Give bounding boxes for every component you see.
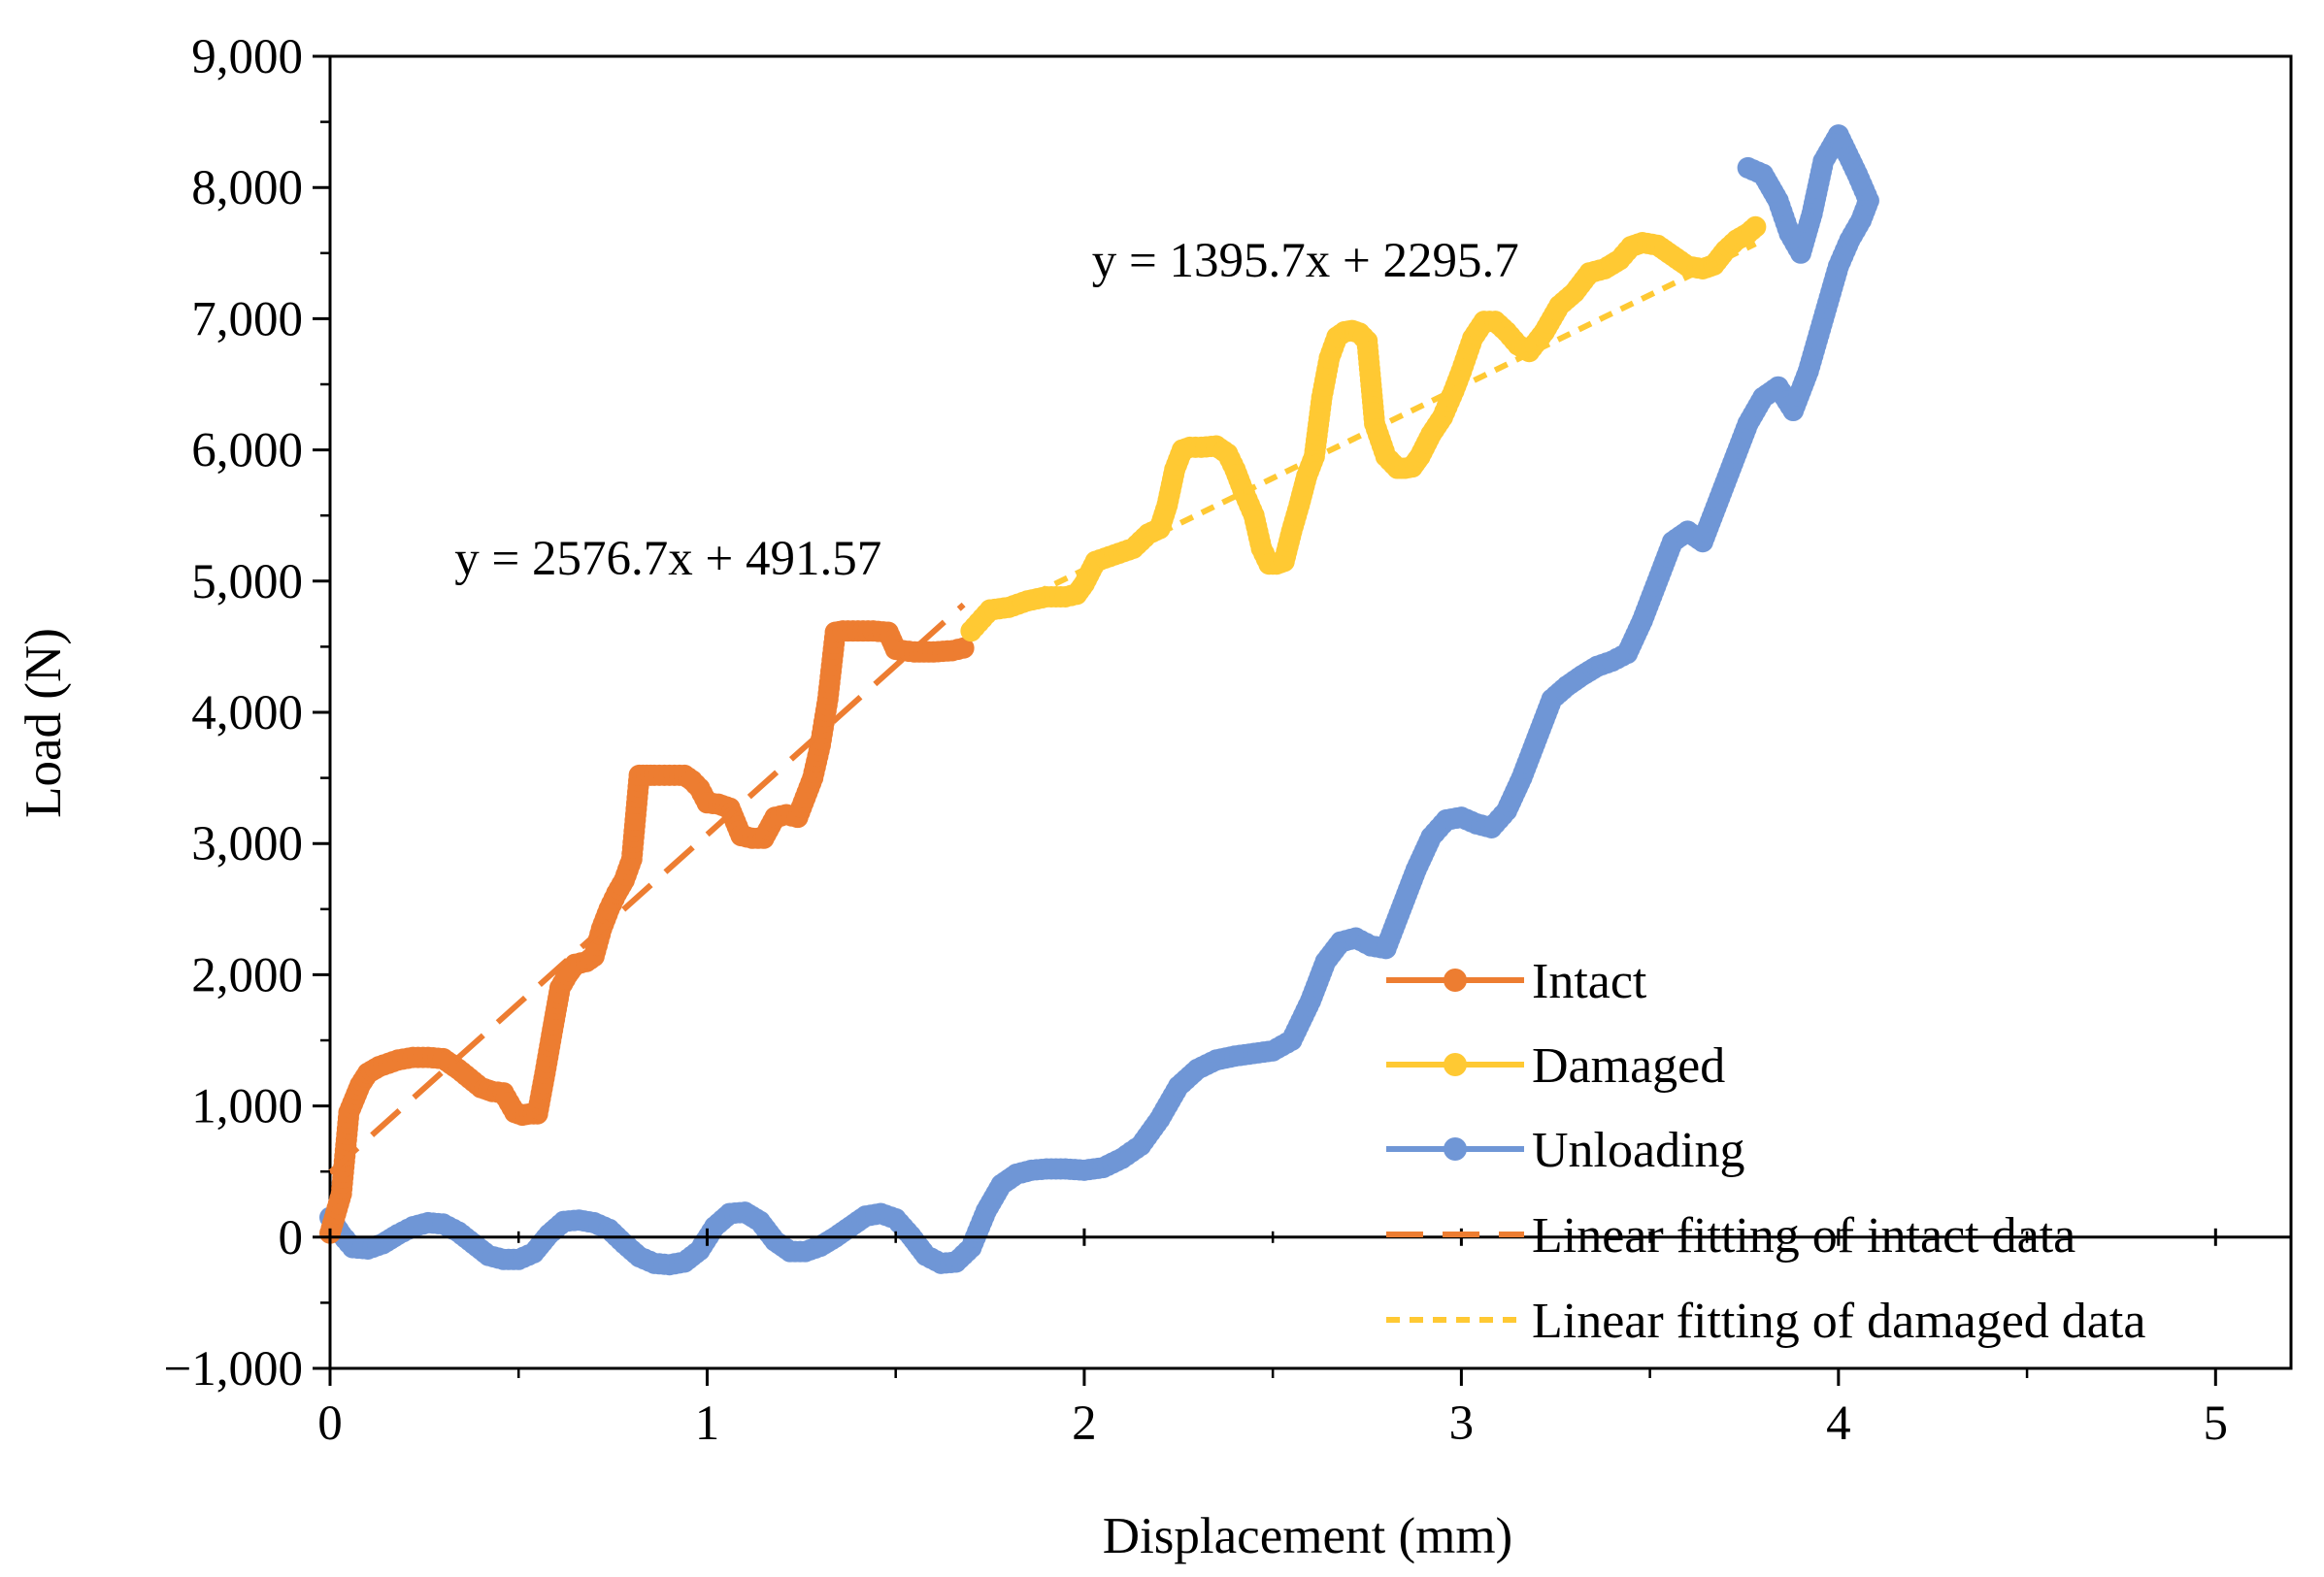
axes-layer: −1,000 0 1,000 2,000 3,000 4,000 5,000 6,000 7,0… (163, 30, 2291, 1451)
legend-label: Linear fitting of damaged data (1532, 1294, 2145, 1349)
x-tick-label: 3 (1449, 1396, 1475, 1451)
data-point-unloading (1737, 156, 1759, 179)
y-tick-label: −1,000 (163, 1342, 303, 1396)
legend-item: Intact (1386, 954, 1647, 1009)
y-tick-label: 8,000 (191, 161, 303, 215)
legend-item: Linear fitting of damaged data (1386, 1294, 2145, 1349)
y-tick-label: 7,000 (191, 292, 303, 346)
y-tick-label: 1,000 (191, 1080, 303, 1134)
legend-swatch-marker (1444, 1053, 1467, 1076)
series-intact (319, 620, 975, 1244)
x-tick-label: 0 (317, 1396, 343, 1451)
y-axis-title: Load (N) (16, 628, 72, 818)
legend-label: Linear fitting of intact data (1532, 1208, 2075, 1264)
x-tick-label: 5 (2204, 1396, 2229, 1451)
equation-intact: y = 2576.7x + 491.57 (454, 532, 881, 586)
y-tick-label: 6,000 (191, 424, 303, 478)
y-tick-label: 3,000 (191, 817, 303, 871)
x-tick-label: 2 (1072, 1396, 1097, 1451)
y-tick-label: 0 (279, 1211, 304, 1265)
legend-item: Damaged (1386, 1038, 1725, 1094)
series-layer (319, 124, 1879, 1276)
legend-label: Damaged (1532, 1038, 1725, 1094)
equation-annotations: y = 2576.7x + 491.57 y = 1395.7x + 2295.7 (454, 234, 1519, 586)
y-tick-label: 4,000 (191, 686, 303, 740)
equation-damaged: y = 1395.7x + 2295.7 (1092, 234, 1519, 288)
y-tick-label: 5,000 (191, 555, 303, 609)
legend-item: Unloading (1386, 1123, 1745, 1178)
data-point-damaged (1744, 215, 1767, 238)
data-point-intact (952, 637, 975, 659)
series-unloading (319, 124, 1879, 1276)
y-tick-label: 9,000 (191, 30, 303, 84)
legend-item: Linear fitting of intact data (1386, 1208, 2075, 1264)
y-tick-label: 2,000 (191, 948, 303, 1002)
legend-swatch-marker (1444, 1137, 1467, 1161)
legend-swatch-marker (1444, 969, 1467, 992)
series-damaged (960, 215, 1767, 642)
x-tick-label: 1 (695, 1396, 720, 1451)
fit-line-damaged (970, 241, 1757, 628)
legend-label: Unloading (1532, 1123, 1745, 1178)
x-tick-label: 4 (1826, 1396, 1851, 1451)
legend-label: Intact (1532, 954, 1647, 1009)
fit-line-intact (327, 602, 966, 1175)
x-axis-title: Displacement (mm) (1103, 1508, 1512, 1564)
legend: Intact Damaged Unloading Linear fitting of … (1386, 954, 2145, 1349)
